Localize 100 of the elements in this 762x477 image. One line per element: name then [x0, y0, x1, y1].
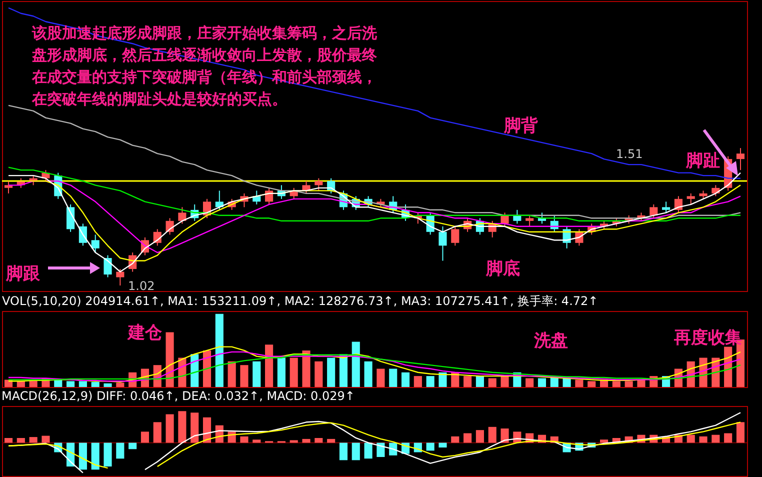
bar — [302, 350, 310, 387]
bar — [364, 442, 372, 459]
bar — [414, 376, 422, 387]
bar — [4, 438, 13, 443]
bar — [327, 438, 336, 443]
bar — [562, 378, 571, 387]
candlestick — [116, 268, 124, 286]
text: 脚背 — [503, 116, 539, 136]
bar — [128, 442, 137, 450]
bar — [314, 438, 323, 443]
candlestick — [178, 206, 186, 224]
annotation: 1.02 — [128, 279, 155, 293]
bar — [389, 368, 398, 387]
bar — [178, 411, 186, 443]
bar — [401, 372, 410, 387]
bar — [78, 381, 87, 387]
bar — [526, 378, 534, 387]
annotation: 脚趾 — [685, 151, 720, 171]
bar — [116, 382, 124, 387]
bar — [588, 381, 596, 387]
bar — [500, 376, 509, 387]
candlestick — [513, 209, 522, 224]
bar — [91, 382, 100, 387]
bar — [426, 442, 434, 451]
bar — [464, 433, 472, 443]
bar — [202, 350, 212, 387]
candlestick — [438, 226, 447, 262]
bar — [624, 381, 633, 387]
bar — [290, 358, 298, 387]
bar — [575, 380, 584, 387]
bar — [29, 437, 38, 443]
bar — [228, 361, 236, 387]
bar — [16, 438, 25, 443]
annotation: 再度收集 — [673, 328, 742, 348]
bar — [78, 442, 87, 470]
bar — [699, 436, 708, 443]
bar — [140, 432, 150, 443]
bar — [302, 438, 310, 443]
candlestick — [104, 254, 112, 278]
bar — [339, 442, 348, 460]
bar — [190, 354, 199, 387]
bar — [352, 342, 360, 387]
bar — [426, 376, 434, 387]
bar — [686, 434, 695, 443]
bar — [215, 314, 224, 387]
bar — [327, 358, 336, 387]
candlestick — [314, 178, 323, 192]
bar — [42, 436, 50, 443]
bar — [252, 440, 261, 443]
bar — [240, 436, 248, 443]
bar — [476, 376, 484, 387]
bar — [166, 332, 174, 387]
bar — [252, 361, 261, 387]
text: 在突破年线的脚趾头处是较好的买点。 — [31, 90, 287, 108]
bar — [612, 381, 620, 387]
bar — [290, 440, 298, 443]
bar — [538, 378, 546, 387]
bar — [314, 361, 323, 387]
bar — [488, 378, 496, 387]
bar — [464, 376, 472, 387]
candlestick — [736, 148, 745, 171]
annotation: 脚底 — [485, 259, 520, 279]
annotation: 脚跟 — [5, 264, 41, 284]
bar — [166, 414, 174, 443]
candlestick — [686, 192, 695, 205]
bar — [104, 383, 112, 387]
bar — [190, 412, 199, 443]
bar — [277, 358, 286, 387]
bar — [66, 381, 75, 387]
bar — [153, 422, 162, 443]
bar — [712, 434, 720, 443]
candlestick — [662, 201, 670, 214]
candlestick — [451, 226, 460, 246]
bar — [91, 442, 100, 470]
bar — [438, 372, 447, 387]
bar — [116, 442, 124, 459]
bar — [376, 442, 385, 457]
annotation: 1.51 — [616, 147, 643, 161]
bar — [104, 442, 112, 466]
bar — [451, 436, 460, 443]
chart-title: MACD(26,12,9) DIFF: 0.046↑, DEA: 0.032↑, MACD: 0.029↑ — [2, 389, 355, 403]
candlestick — [650, 204, 658, 219]
bar — [376, 368, 385, 387]
bar — [265, 344, 274, 387]
bar — [500, 428, 509, 443]
bar — [488, 426, 496, 443]
bar — [240, 365, 248, 387]
bar — [476, 430, 484, 443]
bar — [736, 422, 745, 443]
bar — [438, 442, 447, 448]
bar — [364, 361, 372, 387]
bar — [724, 433, 732, 443]
bar — [600, 440, 608, 443]
bar — [724, 346, 732, 387]
candlestick — [500, 212, 509, 227]
candlestick — [91, 234, 100, 254]
annotation: 洗盘 — [533, 331, 568, 351]
bar — [352, 442, 360, 460]
chart-title: VOL(5,10,20) 204914.61↑, MA1: 153211.09↑, MA2: 128276.73↑, MA3: 107275.41↑, 换手率: 4.72↑ — [2, 294, 598, 308]
candlestick — [526, 214, 534, 227]
